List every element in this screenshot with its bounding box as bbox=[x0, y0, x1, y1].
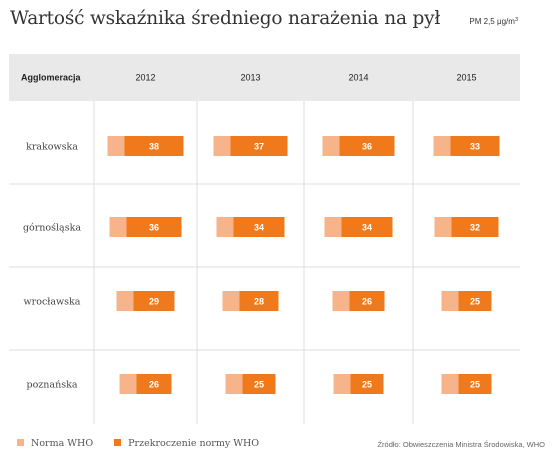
bar-excess-segment bbox=[349, 291, 385, 311]
bar-norm-segment bbox=[222, 291, 240, 311]
bar-value-label: 26 bbox=[362, 297, 372, 307]
bar-norm-segment bbox=[434, 217, 452, 237]
unit-label: PM 2,5 μg/m3 bbox=[469, 17, 518, 26]
bar-excess-segment bbox=[136, 374, 172, 394]
bar-value-label: 25 bbox=[362, 380, 372, 390]
bar-norm-segment bbox=[333, 374, 351, 394]
bar-excess-segment bbox=[124, 136, 184, 156]
bar-norm-segment bbox=[441, 374, 459, 394]
header-year-2015: 2015 bbox=[456, 73, 476, 83]
bar-value-label: 29 bbox=[149, 297, 159, 307]
bar-value-label: 33 bbox=[470, 142, 480, 152]
bar-excess-segment bbox=[458, 374, 492, 394]
bar-value-label: 34 bbox=[362, 223, 372, 233]
bar-value-label: 26 bbox=[149, 380, 159, 390]
header-year-2014: 2014 bbox=[348, 73, 368, 83]
bar-value-label: 28 bbox=[254, 297, 264, 307]
bar-norm-segment bbox=[107, 136, 125, 156]
bar-excess-segment bbox=[350, 374, 384, 394]
bar-norm-segment bbox=[441, 291, 459, 311]
bar-norm-segment bbox=[216, 217, 234, 237]
bar-value-label: 34 bbox=[254, 223, 264, 233]
legend-item-excess: Przekroczenie normy WHO bbox=[114, 438, 259, 449]
bar-value-label: 37 bbox=[254, 142, 264, 152]
bar-norm-segment bbox=[322, 136, 340, 156]
chart-title: Wartość wskaźnika średniego narażenia na… bbox=[10, 8, 441, 29]
bar-value-label: 25 bbox=[470, 380, 480, 390]
bar-excess-segment bbox=[450, 136, 500, 156]
bar-norm-segment bbox=[324, 217, 342, 237]
source-note: Źródło: Obwieszczenia Ministra Środowisk… bbox=[377, 440, 545, 449]
bar-norm-segment bbox=[119, 374, 137, 394]
bar-norm-segment bbox=[116, 291, 134, 311]
bar-excess-segment bbox=[239, 291, 279, 311]
header-aglomeracja: Agglomeracja bbox=[21, 73, 82, 83]
header-year-2013: 2013 bbox=[240, 73, 260, 83]
bar-value-label: 25 bbox=[254, 380, 264, 390]
bar-value-label: 32 bbox=[470, 223, 480, 233]
bar-excess-segment bbox=[339, 136, 395, 156]
row-label-2: wrocławska bbox=[24, 297, 81, 308]
bar-excess-segment bbox=[341, 217, 393, 237]
bar-excess-segment bbox=[133, 291, 175, 311]
bar-excess-segment bbox=[458, 291, 492, 311]
bar-norm-segment bbox=[433, 136, 451, 156]
bar-value-label: 38 bbox=[149, 142, 159, 152]
legend-item-norm: Norma WHO bbox=[17, 438, 93, 449]
chart-area: Agglomeracja 2012 2013 2014 2015 krakowska 38 3… bbox=[9, 54, 520, 424]
bar-value-label: 36 bbox=[362, 142, 372, 152]
bar-excess-segment bbox=[242, 374, 276, 394]
bar-value-label: 25 bbox=[470, 297, 480, 307]
bar-value-label: 36 bbox=[149, 223, 159, 233]
bar-norm-segment bbox=[213, 136, 231, 156]
legend-swatch-excess bbox=[114, 439, 122, 446]
legend: Norma WHO Przekroczenie normy WHO bbox=[17, 438, 277, 449]
bar-excess-segment bbox=[126, 217, 182, 237]
header-year-2012: 2012 bbox=[135, 73, 155, 83]
bar-norm-segment bbox=[225, 374, 243, 394]
bar-norm-segment bbox=[332, 291, 350, 311]
legend-swatch-norm bbox=[17, 439, 24, 446]
row-label-1: górnośląska bbox=[23, 223, 81, 234]
bar-excess-segment bbox=[233, 217, 285, 237]
bar-excess-segment bbox=[230, 136, 288, 156]
row-label-0: krakowska bbox=[26, 142, 78, 153]
bar-excess-segment bbox=[451, 217, 499, 237]
header-band bbox=[9, 54, 520, 101]
row-label-3: poznańska bbox=[26, 380, 77, 391]
bar-norm-segment bbox=[109, 217, 127, 237]
